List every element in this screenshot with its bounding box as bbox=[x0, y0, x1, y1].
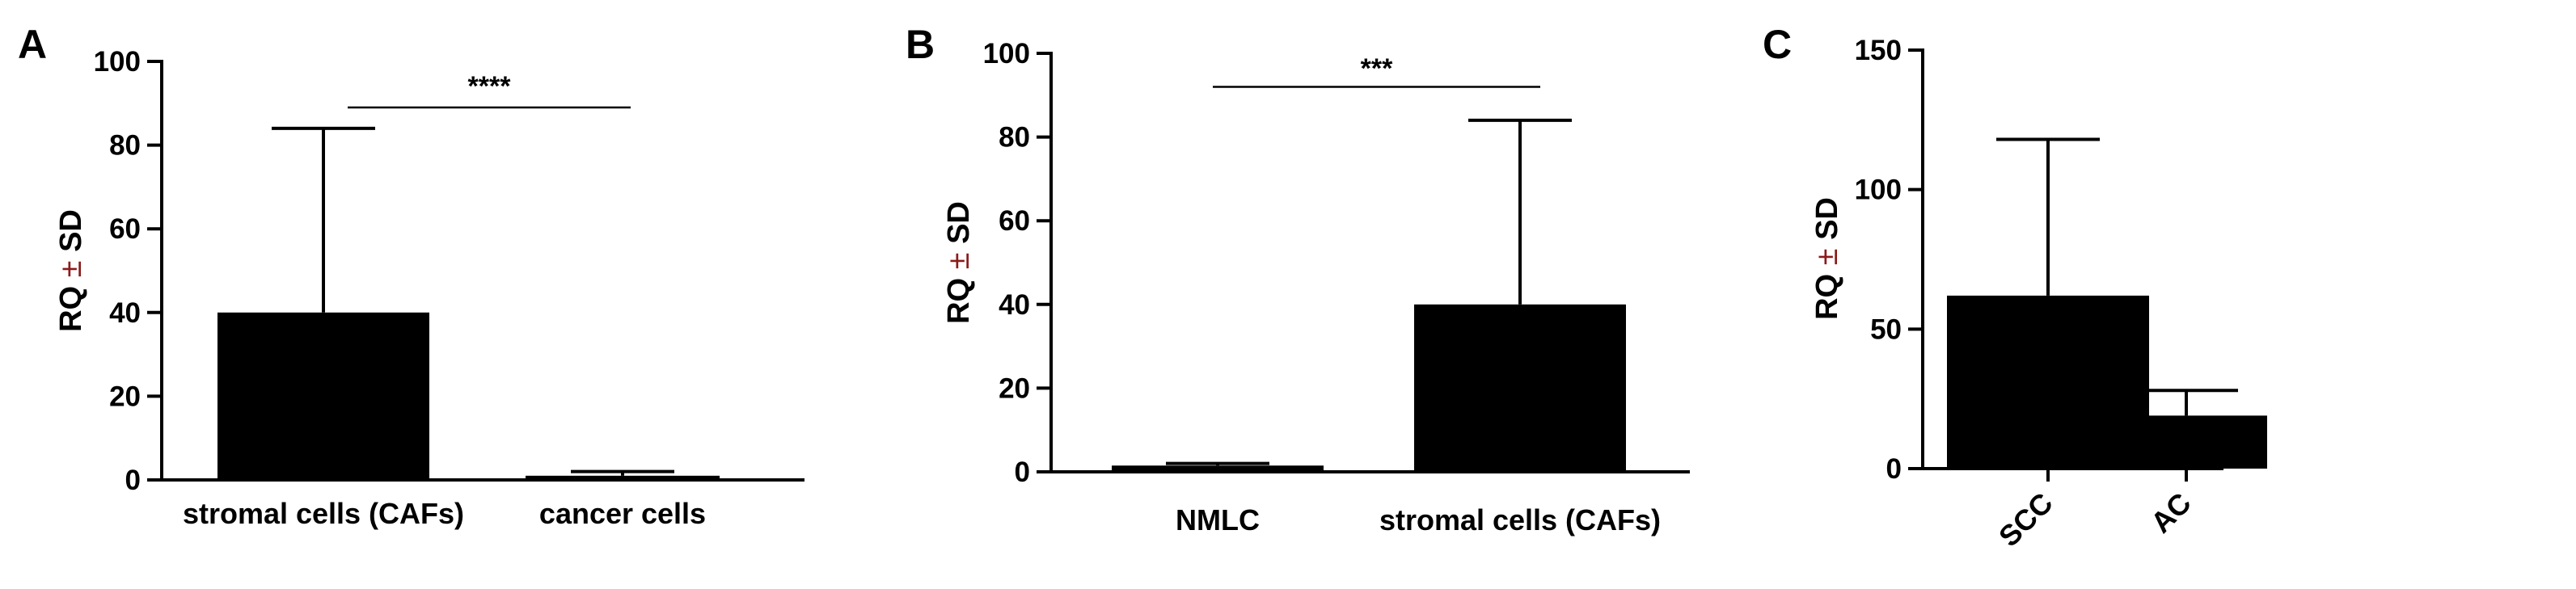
category-label: stromal cells (CAFs) bbox=[183, 497, 464, 530]
y-tick-label: 40 bbox=[999, 289, 1030, 321]
y-tick-label: 20 bbox=[109, 381, 141, 412]
y-tick-label: 0 bbox=[1886, 453, 1902, 485]
y-tick-label: 50 bbox=[1870, 313, 1902, 345]
y-tick-label: 60 bbox=[109, 213, 141, 245]
y-tick-label: 60 bbox=[999, 205, 1030, 237]
y-tick-label: 0 bbox=[125, 465, 141, 496]
category-label: cancer cells bbox=[539, 497, 706, 530]
bar-1 bbox=[526, 475, 720, 480]
bar-0 bbox=[1112, 465, 1324, 472]
panel-c: C 0 50 100 150 RQ ± SD SCC AC bbox=[1763, 22, 2267, 553]
y-tick-label: 40 bbox=[109, 297, 141, 329]
y-axis-title-part: RQ bbox=[942, 269, 976, 324]
y-axis-title-part: SD bbox=[1810, 197, 1844, 248]
y-axis-title-part: RQ bbox=[54, 277, 88, 332]
panel-a: A 0 20 40 60 80 100 RQ ± SD stromal cells (CAFs)… bbox=[18, 22, 804, 530]
y-axis-title-part: RQ bbox=[1810, 265, 1844, 320]
y-tick-label: 100 bbox=[94, 46, 141, 78]
panel-letter: C bbox=[1763, 22, 1792, 67]
y-axis-title: RQ ± SD bbox=[1810, 197, 1844, 320]
category-label: AC bbox=[2144, 486, 2198, 540]
category-label: NMLC bbox=[1176, 503, 1260, 536]
plus-minus-sign: ± bbox=[54, 260, 88, 277]
bar-1 bbox=[2105, 415, 2267, 469]
y-tick-label: 80 bbox=[999, 122, 1030, 154]
y-tick-label: 20 bbox=[999, 372, 1030, 404]
bar-1 bbox=[1414, 304, 1626, 472]
y-tick-label: 100 bbox=[983, 38, 1030, 69]
category-label: stromal cells (CAFs) bbox=[1379, 503, 1661, 536]
y-axis-title: RQ ± SD bbox=[942, 201, 976, 324]
category-label: SCC bbox=[1992, 486, 2059, 553]
plus-minus-sign: ± bbox=[1810, 248, 1844, 265]
y-tick-label: 100 bbox=[1855, 175, 1902, 206]
panel-b: B 0 20 40 60 80 100 RQ ± SD NMLC stromal cells (C… bbox=[906, 22, 1690, 536]
significance-label: *** bbox=[1361, 53, 1393, 84]
y-axis-title-part: SD bbox=[54, 209, 88, 260]
panel-letter: B bbox=[906, 22, 935, 67]
panel-letter: A bbox=[18, 22, 47, 67]
y-tick-label: 80 bbox=[109, 130, 141, 162]
bar-0 bbox=[217, 312, 429, 480]
y-tick-label: 0 bbox=[1015, 456, 1030, 488]
y-axis-title: RQ ± SD bbox=[54, 209, 88, 332]
plus-minus-sign: ± bbox=[942, 252, 976, 269]
y-axis-title-part: SD bbox=[942, 201, 976, 252]
significance-label: **** bbox=[468, 71, 512, 102]
y-tick-label: 150 bbox=[1855, 35, 1902, 66]
